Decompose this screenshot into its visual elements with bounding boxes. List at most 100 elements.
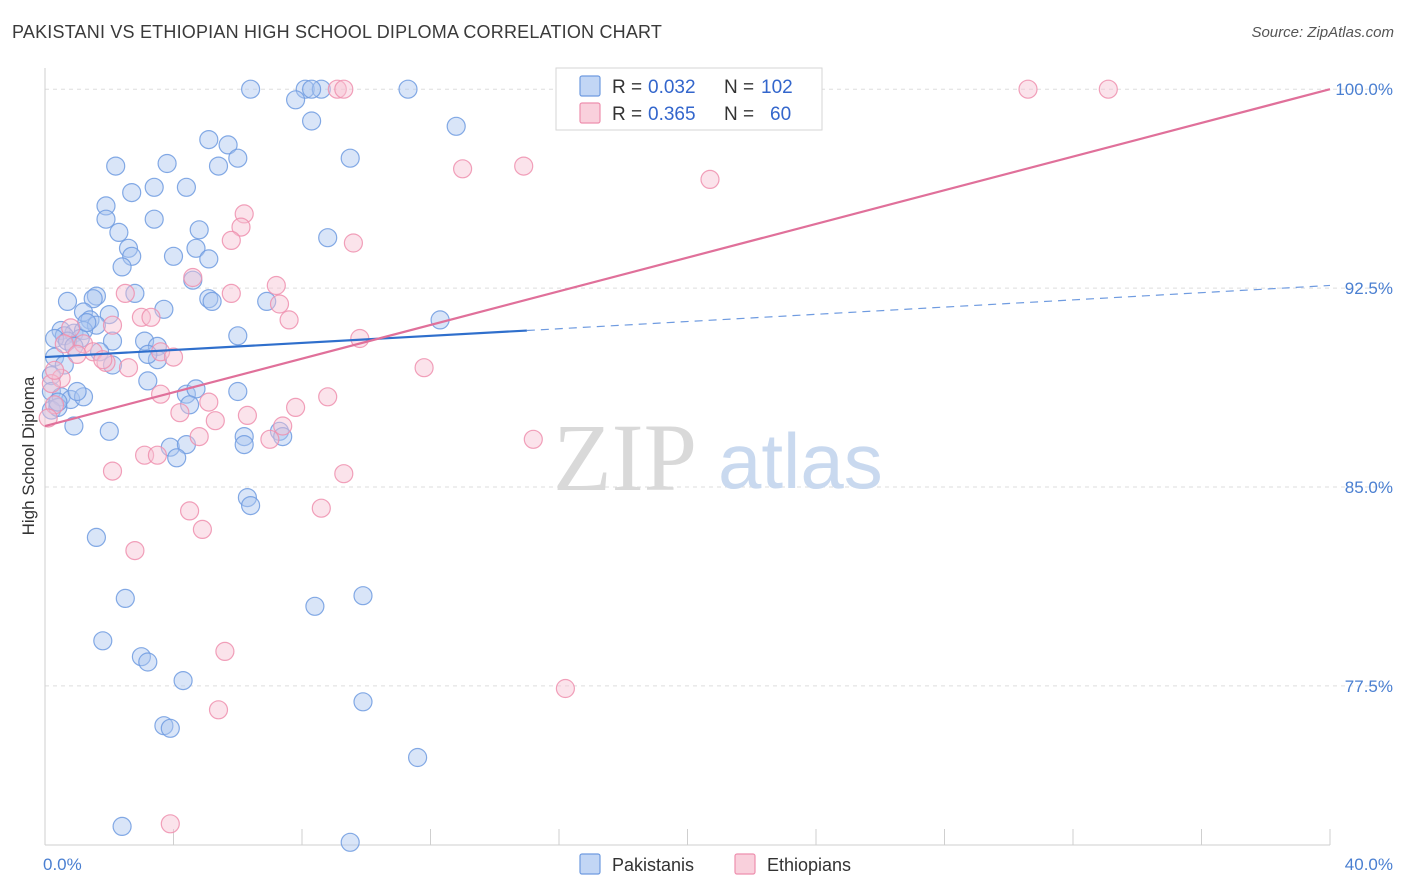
point-pakistanis <box>48 397 68 417</box>
point-pakistanis <box>176 177 196 197</box>
point-ethiopians <box>453 159 473 179</box>
point-pakistanis <box>208 156 229 176</box>
point-pakistanis <box>234 427 254 447</box>
point-pakistanis <box>67 381 87 402</box>
point-pakistanis <box>163 246 184 266</box>
point-pakistanis <box>398 79 418 99</box>
point-ethiopians <box>54 334 74 354</box>
point-ethiopians <box>208 700 229 720</box>
point-ethiopians <box>286 397 306 417</box>
point-pakistanis <box>311 79 331 99</box>
point-pakistanis <box>189 220 209 240</box>
point-pakistanis <box>86 527 107 548</box>
point-pakistanis <box>112 257 132 277</box>
legend-n-value-ethiopians: 60 <box>770 104 791 125</box>
point-ethiopians <box>221 230 241 250</box>
point-pakistanis <box>86 286 107 306</box>
point-ethiopians <box>73 334 94 354</box>
point-ethiopians <box>118 358 139 378</box>
point-ethiopians <box>115 283 135 303</box>
point-ethiopians <box>273 416 293 436</box>
point-pakistanis <box>131 647 151 667</box>
point-ethiopians <box>215 641 235 662</box>
point-ethiopians <box>61 318 81 338</box>
legend-r-label-pakistanis: R = <box>612 77 642 98</box>
y-tick-label: 85.0% <box>1345 478 1393 497</box>
point-ethiopians <box>160 814 180 834</box>
point-ethiopians <box>514 156 534 176</box>
legend-swatch-ethiopians <box>579 102 601 124</box>
point-ethiopians <box>83 342 103 362</box>
point-pakistanis <box>302 79 322 99</box>
point-pakistanis <box>186 238 206 258</box>
point-pakistanis <box>228 381 248 402</box>
point-ethiopians <box>189 427 209 447</box>
point-pakistanis <box>157 153 177 174</box>
point-pakistanis <box>83 289 103 309</box>
point-ethiopians <box>414 358 434 378</box>
point-pakistanis <box>199 249 219 269</box>
point-ethiopians <box>38 408 58 428</box>
point-pakistanis <box>286 90 306 110</box>
point-pakistanis <box>48 392 68 412</box>
point-pakistanis <box>57 291 78 311</box>
point-pakistanis <box>112 816 132 837</box>
point-ethiopians <box>260 429 280 449</box>
legend-r-value-pakistanis: 0.032 <box>648 77 696 98</box>
point-pakistanis <box>99 305 119 325</box>
point-pakistanis <box>302 111 322 131</box>
point-ethiopians <box>700 169 720 189</box>
point-ethiopians <box>131 307 151 327</box>
y-tick-labels: 77.5% 85.0% 92.5% 100.0% <box>1335 80 1393 696</box>
point-pakistanis <box>446 116 466 136</box>
point-pakistanis <box>180 395 200 415</box>
point-pakistanis <box>99 421 119 441</box>
point-ethiopians <box>266 275 286 296</box>
point-ethiopians <box>205 411 225 431</box>
point-pakistanis <box>202 291 222 311</box>
axes <box>44 68 1331 846</box>
point-pakistanis <box>305 596 325 616</box>
point-pakistanis <box>340 832 360 852</box>
y-tick-label: 100.0% <box>1335 80 1393 99</box>
data-points <box>38 79 1118 852</box>
legend-bottom-swatch-pakistanis <box>579 853 601 875</box>
point-pakistanis <box>122 183 142 203</box>
point-pakistanis <box>353 692 373 712</box>
point-pakistanis <box>199 289 219 309</box>
point-pakistanis <box>138 371 158 391</box>
legend-bottom: Pakistanis Ethiopians <box>579 853 851 875</box>
trend-lines <box>44 88 1331 428</box>
legend-n-value-pakistanis: 102 <box>761 77 793 98</box>
point-pakistanis <box>199 130 219 150</box>
point-pakistanis <box>80 310 100 330</box>
point-pakistanis <box>109 222 129 242</box>
point-ethiopians <box>279 310 299 330</box>
legend-n-label-ethiopians: N = <box>724 104 754 125</box>
point-pakistanis <box>96 196 116 216</box>
x-tick-label-min: 0.0% <box>43 855 82 874</box>
point-pakistanis <box>318 228 338 248</box>
legend-top: R = 0.032 N = 102 R = 0.365 N = 60 <box>555 67 823 131</box>
point-pakistanis <box>241 79 261 99</box>
legend-swatch-pakistanis <box>579 75 601 97</box>
point-ethiopians <box>334 79 354 99</box>
point-pakistanis <box>218 135 238 155</box>
watermark: ZIP atlas <box>553 404 883 511</box>
legend-bottom-label-ethiopians: Ethiopians <box>767 855 851 875</box>
point-pakistanis <box>93 631 113 651</box>
point-ethiopians <box>141 307 161 327</box>
point-pakistanis <box>144 177 164 197</box>
x-tick-labels: 0.0% 40.0% <box>43 855 1393 874</box>
point-ethiopians <box>318 387 338 407</box>
point-ethiopians <box>102 461 123 481</box>
point-ethiopians <box>183 267 203 288</box>
point-ethiopians <box>192 519 212 540</box>
point-pakistanis <box>138 652 158 672</box>
point-pakistanis <box>353 586 373 606</box>
legend-bottom-label-pakistanis: Pakistanis <box>612 855 694 875</box>
point-pakistanis <box>173 670 193 691</box>
point-pakistanis <box>64 416 84 436</box>
point-pakistanis <box>269 421 290 441</box>
chart-title: PAKISTANI VS ETHIOPIAN HIGH SCHOOL DIPLO… <box>12 22 663 42</box>
